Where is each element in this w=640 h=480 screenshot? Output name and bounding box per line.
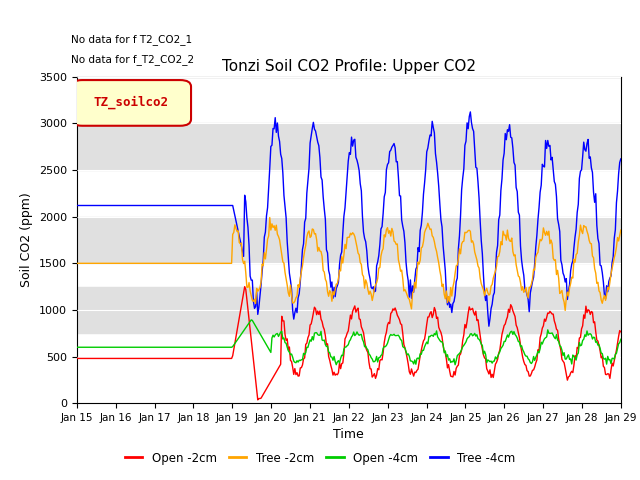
Text: TZ_soilco2: TZ_soilco2: [93, 96, 169, 109]
Bar: [77, 287, 621, 333]
FancyBboxPatch shape: [72, 80, 191, 126]
Bar: [77, 123, 621, 170]
Text: No data for f T2_CO2_1: No data for f T2_CO2_1: [72, 35, 193, 45]
Title: Tonzi Soil CO2 Profile: Upper CO2: Tonzi Soil CO2 Profile: Upper CO2: [222, 59, 476, 74]
Text: No data for f_T2_CO2_2: No data for f_T2_CO2_2: [72, 54, 195, 65]
Bar: [77, 216, 621, 264]
Y-axis label: Soil CO2 (ppm): Soil CO2 (ppm): [20, 192, 33, 288]
X-axis label: Time: Time: [333, 429, 364, 442]
Legend: Open -2cm, Tree -2cm, Open -4cm, Tree -4cm: Open -2cm, Tree -2cm, Open -4cm, Tree -4…: [120, 447, 520, 469]
